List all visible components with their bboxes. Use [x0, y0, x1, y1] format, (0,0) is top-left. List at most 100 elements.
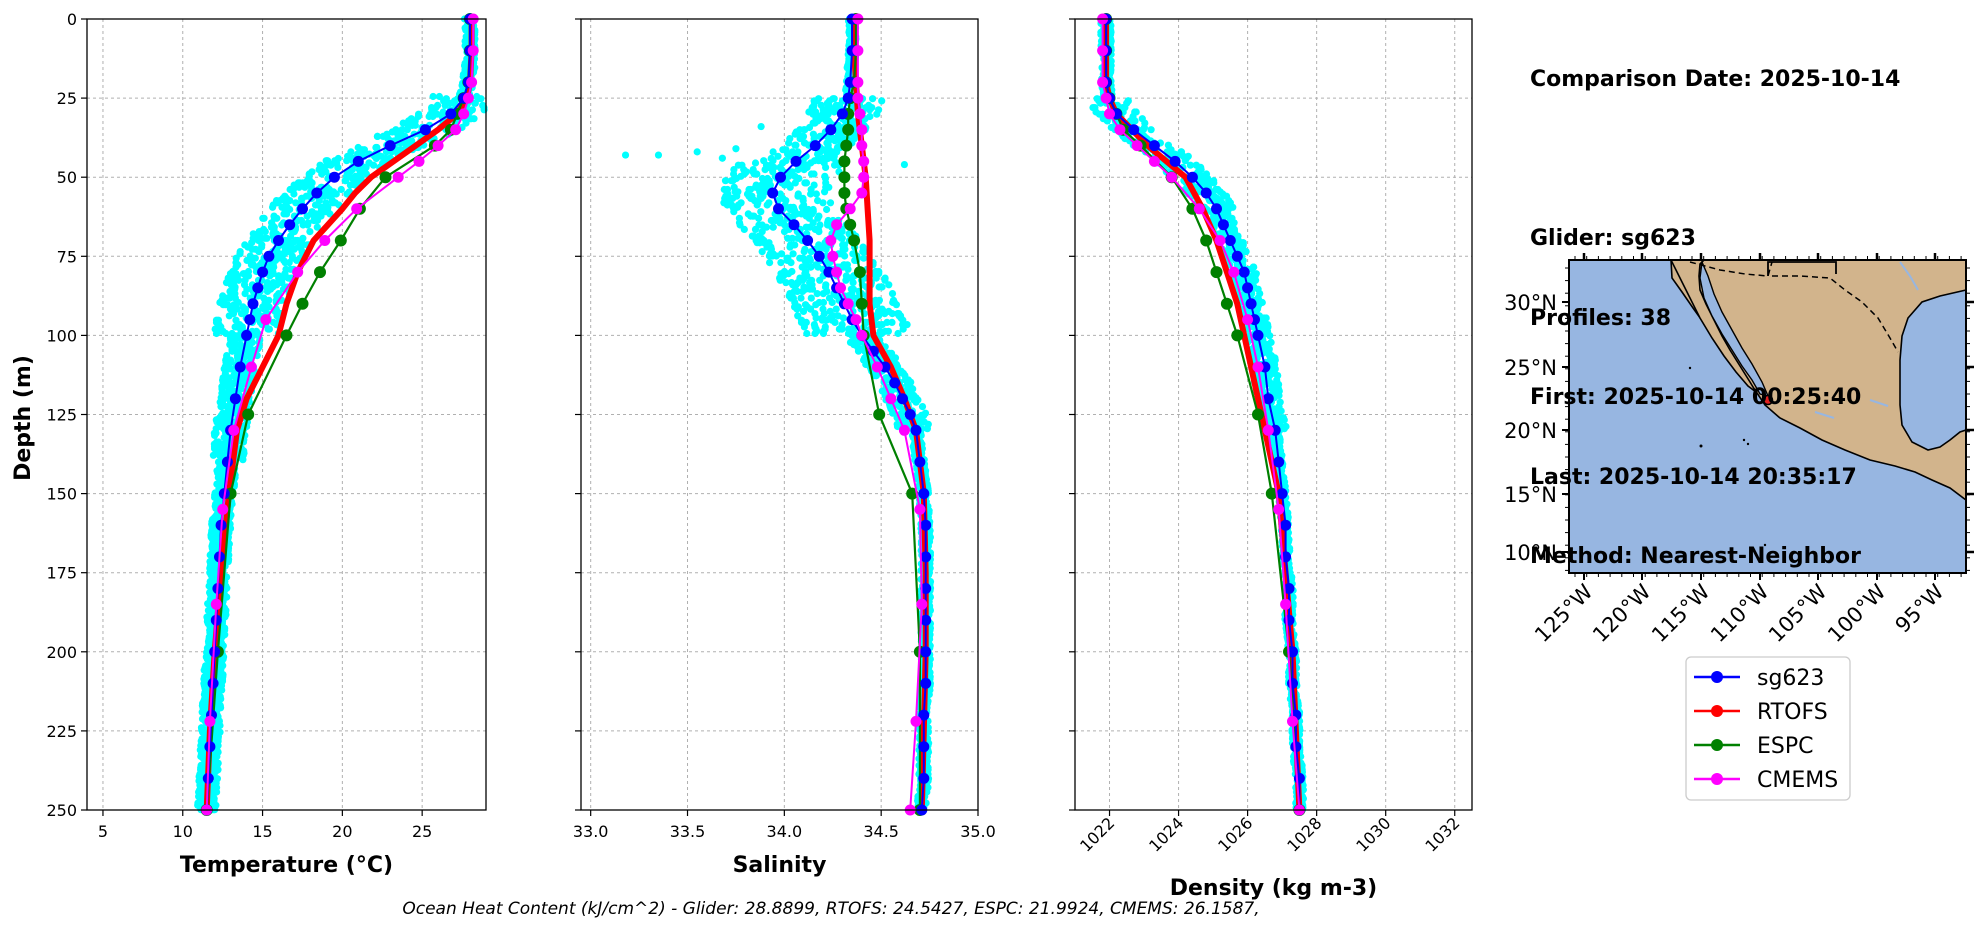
glider-point: [839, 314, 848, 322]
marker-sg623: [445, 108, 457, 120]
marker-cmems: [450, 124, 462, 136]
marker-espc: [844, 218, 857, 231]
glider-point: [892, 301, 901, 309]
glider-point: [812, 314, 820, 322]
glider-point: [823, 205, 831, 214]
glider-point: [721, 177, 730, 185]
marker-cmems: [831, 266, 843, 278]
glider-point: [259, 214, 267, 222]
marker-cmems: [210, 598, 222, 610]
marker-cmems: [856, 140, 868, 152]
glider-point: [278, 221, 286, 229]
x-tick-label: 1030: [1352, 813, 1394, 855]
marker-espc: [840, 139, 853, 152]
glider-point: [819, 199, 827, 207]
marker-sg623: [241, 329, 253, 341]
marker-cmems: [467, 45, 479, 57]
x-tick-label: 20: [332, 822, 352, 841]
glider-point: [807, 190, 815, 198]
marker-cmems: [844, 203, 856, 215]
glider-point: [812, 301, 820, 309]
marker-cmems: [292, 266, 304, 278]
glider-point: [808, 285, 817, 293]
glider-point: [830, 108, 838, 116]
marker-cmems: [871, 361, 883, 373]
x-tick-label: 33.5: [670, 822, 706, 841]
glider-point: [749, 212, 757, 220]
glider-point: [306, 228, 314, 236]
y-tick-label: 175: [46, 564, 77, 583]
glider-point: [228, 347, 236, 355]
glider-point: [334, 163, 342, 171]
marker-cmems: [856, 187, 868, 199]
marker-espc: [838, 187, 851, 199]
marker-cmems: [852, 76, 864, 88]
marker-sg623: [229, 393, 241, 405]
marker-cmems: [204, 715, 216, 727]
glider-point: [811, 119, 819, 127]
marker-cmems: [831, 219, 843, 231]
glider-point: [425, 112, 433, 121]
x-tick-label: 34.5: [863, 822, 899, 841]
glider-point-outlier: [621, 151, 630, 159]
glider-point: [826, 199, 835, 207]
marker-espc: [280, 329, 293, 342]
glider-point: [758, 248, 766, 256]
y-tick-label: 225: [46, 722, 77, 741]
marker-cmems: [916, 598, 928, 610]
glider-point-outlier: [757, 122, 765, 131]
glider-point: [372, 143, 380, 152]
y-tick-label: 200: [46, 643, 77, 662]
glider-point: [813, 290, 821, 298]
glider-point: [429, 92, 437, 101]
glider-point: [799, 307, 808, 315]
y-tick-label: 100: [46, 326, 77, 345]
glider-point: [285, 259, 293, 267]
glider-point: [885, 281, 893, 289]
glider-point: [832, 305, 840, 313]
glider-point: [881, 310, 889, 318]
glider-point: [802, 179, 811, 187]
glider-point: [793, 287, 801, 295]
axes-frame: [86, 18, 487, 811]
glider-point: [343, 157, 351, 165]
glider-point: [792, 281, 800, 289]
glider-point: [723, 201, 731, 209]
glider-point: [816, 276, 824, 284]
marker-cmems: [462, 92, 474, 104]
glider-point: [828, 298, 836, 307]
glider-point: [923, 425, 932, 433]
marker-espc: [334, 234, 347, 247]
glider-point: [875, 283, 883, 291]
glider-point: [814, 214, 822, 222]
y-tick-label: 75: [57, 247, 77, 266]
marker-cmems: [835, 282, 846, 294]
glider-point: [801, 126, 809, 134]
marker-cmems: [856, 124, 868, 136]
glider-point: [403, 126, 411, 134]
glider-point: [471, 99, 479, 107]
glider-point: [217, 403, 225, 411]
y-tick-label: 25: [57, 89, 77, 108]
y-tick-label: 150: [46, 485, 77, 504]
x-tick-label: 25: [412, 822, 432, 841]
glider-point: [263, 234, 271, 242]
glider-point: [222, 329, 230, 338]
x-tick-label: 1024: [1145, 813, 1187, 855]
glider-point: [292, 199, 300, 207]
glider-point: [841, 252, 849, 260]
marker-espc: [242, 408, 255, 421]
x-tick-label: 34.0: [767, 822, 803, 841]
marker-cmems: [854, 108, 866, 120]
glider-point: [310, 216, 318, 225]
x-tick-label: 5: [98, 822, 108, 841]
glider-point: [1186, 161, 1194, 169]
glider-point: [912, 398, 920, 406]
marker-sg623: [234, 361, 246, 373]
glider-point: [799, 287, 807, 295]
glider-point: [226, 294, 234, 302]
marker-sg623: [790, 155, 802, 167]
marker-sg623: [773, 203, 784, 215]
glider-point: [283, 210, 291, 218]
